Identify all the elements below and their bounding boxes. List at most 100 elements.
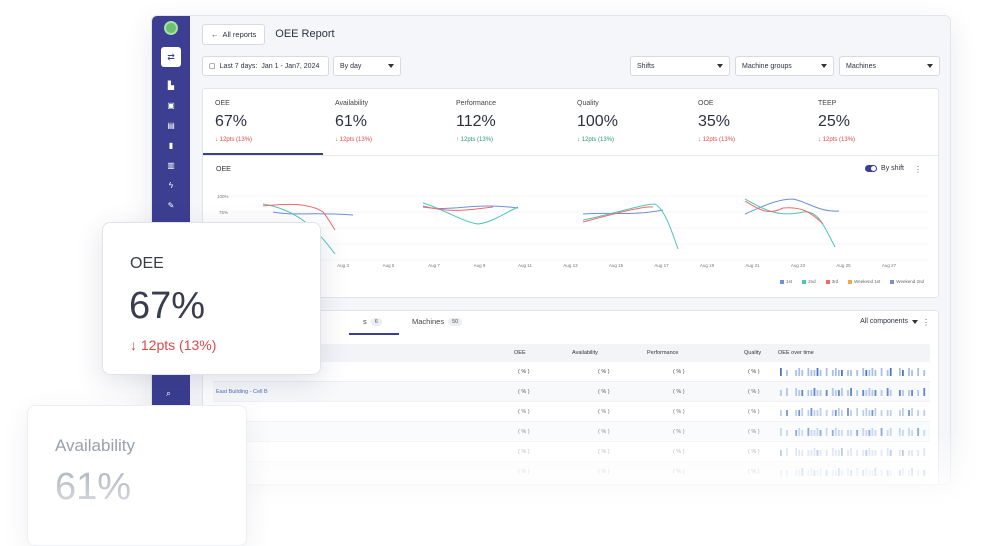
- sparkline-bar: [880, 450, 883, 456]
- oee-sparkline: [780, 428, 926, 436]
- group-by-select[interactable]: By day: [333, 56, 401, 76]
- kpi-value: 35%: [698, 113, 731, 130]
- table-row[interactable]: East Building - Cell B ( % ) ( % ) ( % ) ( %…: [213, 382, 930, 402]
- series-line-2nd: [582, 203, 679, 250]
- column-header[interactable]: OEE over time: [778, 350, 814, 356]
- sparkline-bar: [807, 410, 810, 416]
- all-reports-button[interactable]: ← All reports: [202, 23, 266, 45]
- table-row[interactable]: ing - Lasers( % )( % )( % )( % ): [213, 462, 930, 482]
- x-axis-ticks: Aug 3 Aug 5 Aug 7 Aug 9 Aug 11 Aug 13 Aug 15 Au…: [337, 263, 897, 268]
- machine-icon[interactable]: ▣: [167, 101, 175, 110]
- bar-chart-icon[interactable]: ▥: [167, 161, 175, 170]
- search-icon[interactable]: ⌕: [166, 388, 172, 398]
- column-header[interactable]: Quality: [744, 350, 762, 356]
- tab-machines[interactable]: Machines 50: [412, 317, 463, 326]
- all-reports-label: All reports: [222, 29, 257, 39]
- filter-bar: ▢ Last 7 days: Jan 1 - Jan7, 2024 By day…: [202, 56, 940, 76]
- by-shift-toggle[interactable]: By shift: [865, 165, 904, 172]
- column-header[interactable]: OEE: [514, 350, 526, 356]
- sparkline-bar: [898, 470, 901, 476]
- column-header[interactable]: Availability: [572, 350, 598, 356]
- oee-highlight-card: OEE 67% ↓ 12pts (13%): [102, 222, 321, 375]
- sparkline-bar: [856, 408, 859, 416]
- table-row[interactable]: ( % ) ( % ) ( % ) ( % ): [213, 362, 930, 382]
- sparkline-bar: [831, 410, 834, 416]
- chart-more-icon[interactable]: ⋮: [914, 165, 922, 174]
- shuffle-icon[interactable]: ⇄: [161, 47, 181, 67]
- wrench-icon[interactable]: ✎: [167, 201, 175, 210]
- kpi-label: OOE: [698, 100, 714, 107]
- sparkline-bar: [886, 448, 889, 456]
- kpi-oee[interactable]: OEE 67% ↓ 12pts (13%): [203, 89, 313, 155]
- bolt-icon[interactable]: ϟ: [168, 181, 174, 190]
- sparkline-bar: [871, 428, 874, 436]
- sparkline-bar: [850, 448, 852, 456]
- shifts-select[interactable]: Shifts: [630, 56, 730, 76]
- sparkline-bar: [816, 428, 819, 436]
- sparkline-bar: [847, 390, 849, 396]
- sparkline-bar: [865, 390, 868, 396]
- machines-select[interactable]: Machines: [839, 56, 940, 76]
- table-row[interactable]: ing - Lathe( % )( % )( % )( % ): [213, 442, 930, 462]
- date-range-picker[interactable]: ▢ Last 7 days: Jan 1 - Jan7, 2024: [202, 56, 329, 76]
- component-name[interactable]: East Building - Cell B: [216, 389, 268, 395]
- legend-item[interactable]: 1st: [780, 279, 792, 284]
- kpi-teep[interactable]: TEEP 25% ↓ 12pts (13%): [806, 89, 916, 155]
- oee-sparkline: [780, 408, 926, 416]
- table-row[interactable]: ing - CNC( % )( % )( % )( % ): [213, 422, 930, 442]
- kpi-value: 112%: [456, 113, 496, 130]
- sparkline-bar: [923, 410, 926, 416]
- sparkline-bar: [807, 390, 810, 396]
- legend-item[interactable]: Weekend 2nd: [890, 279, 924, 284]
- toggle-switch[interactable]: [865, 165, 878, 172]
- kpi-value: 100%: [577, 113, 618, 130]
- sparkline-bar: [856, 390, 859, 396]
- sparkline-bar: [819, 408, 822, 416]
- sparkline-bar: [911, 450, 913, 456]
- legend-item[interactable]: Weekend 1st: [848, 279, 880, 284]
- sparkline-bar: [874, 430, 877, 436]
- legend-item[interactable]: 3rd: [825, 279, 838, 284]
- kpi-quality[interactable]: Quality 100% ↓ 12pts (13%): [565, 89, 675, 155]
- table-row[interactable]: ing - Cell C( % )( % )( % )( % ): [213, 402, 930, 422]
- sparkline-bar: [813, 410, 816, 416]
- sparkline-bar: [871, 450, 874, 456]
- sparkline-bar: [917, 390, 920, 396]
- sparkline-bar: [786, 370, 788, 376]
- legend-item[interactable]: 2nd: [802, 279, 816, 284]
- kpi-performance[interactable]: Performance 112% ↑ 12pts (13%): [444, 89, 554, 155]
- document-icon[interactable]: ▮: [168, 141, 174, 150]
- tab-count: 6: [370, 317, 382, 326]
- metric-performance: ( % ): [673, 389, 685, 395]
- sparkline-bar: [868, 448, 871, 456]
- kpi-availability[interactable]: Availability 61% ↓ 12pts (13%): [323, 89, 433, 155]
- sparkline-bar: [880, 390, 883, 396]
- kpi-label: Quality: [577, 100, 599, 107]
- table-more-icon[interactable]: ⋮: [922, 318, 930, 327]
- kpi-ooe[interactable]: OOE 35% ↓ 12pts (13%): [686, 89, 796, 155]
- header: ← All reports OEE Report: [202, 23, 335, 45]
- sparkline-bar: [886, 370, 889, 376]
- calendar-icon[interactable]: ▤: [167, 121, 175, 130]
- sparkline-bar: [831, 470, 834, 476]
- sparkline-bar: [841, 470, 843, 476]
- series-line-2nd: [262, 203, 336, 255]
- column-header[interactable]: Performance: [647, 350, 679, 356]
- kpi-label: Availability: [335, 100, 368, 107]
- sparkline-bar: [850, 470, 852, 476]
- metric-oee: ( % ): [518, 369, 530, 375]
- all-components-select[interactable]: All components: [860, 318, 918, 325]
- sparkline-bar: [837, 430, 840, 436]
- logo-icon: [164, 21, 178, 35]
- series-line-1st: [272, 211, 354, 216]
- sparkline-bar: [813, 370, 816, 376]
- sparkline-bar: [874, 450, 877, 456]
- sparkline-bar: [889, 410, 892, 416]
- factory-icon[interactable]: ▙: [167, 81, 175, 90]
- metric-quality: ( % ): [748, 469, 760, 475]
- by-shift-label: By shift: [881, 165, 904, 172]
- oee-sparkline: [780, 468, 926, 476]
- machine-groups-select[interactable]: Machine groups: [735, 56, 834, 76]
- tab-components[interactable]: s 6: [363, 317, 382, 326]
- sparkline-bar: [834, 410, 837, 416]
